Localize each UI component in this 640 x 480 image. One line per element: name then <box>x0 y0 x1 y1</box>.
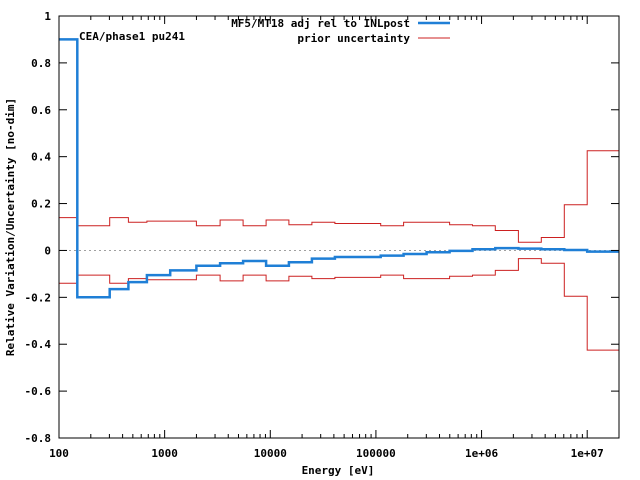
legend-label-adj: MF5/MT18 adj rel to INLpost <box>231 17 410 30</box>
y-axis: -0.8 -0.6 -0.4 -0.2 0 0.2 0.4 0.6 0.8 1 <box>25 10 619 445</box>
y-tick-label: -0.2 <box>25 291 52 304</box>
y-tick-label: 0 <box>44 244 51 257</box>
x-tick-label: 1000 <box>151 447 178 460</box>
legend: MF5/MT18 adj rel to INLpost prior uncert… <box>231 17 450 45</box>
y-tick-label: 0.4 <box>31 151 51 164</box>
plot-area <box>58 15 620 439</box>
series-mf5-mt18-adj <box>59 38 619 299</box>
series-prior-uncertainty-lower <box>59 258 619 351</box>
x-tick-label: 100 <box>49 447 69 460</box>
y-tick-label: 0.2 <box>31 198 51 211</box>
x-axis: 100 1000 10000 100000 1e+06 1e+07 <box>49 16 620 460</box>
y-axis-label: Relative Variation/Uncertainty [no-dim] <box>4 98 17 356</box>
x-tick-label: 1e+07 <box>571 447 604 460</box>
x-tick-label: 1e+06 <box>465 447 498 460</box>
y-tick-label: -0.8 <box>25 432 52 445</box>
y-tick-label: 1 <box>44 10 51 23</box>
y-tick-label: 0.8 <box>31 57 51 70</box>
y-tick-label: -0.6 <box>25 385 52 398</box>
annotation-label: CEA/phase1 pu241 <box>79 30 185 43</box>
plot-frame <box>58 15 620 439</box>
legend-label-prior: prior uncertainty <box>297 32 410 45</box>
x-axis-label: Energy [eV] <box>302 464 375 477</box>
x-tick-label: 10000 <box>254 447 287 460</box>
series-prior-uncertainty-upper <box>59 150 619 243</box>
y-tick-label: 0.6 <box>31 104 51 117</box>
x-tick-label: 100000 <box>356 447 396 460</box>
y-tick-label: -0.4 <box>25 338 52 351</box>
